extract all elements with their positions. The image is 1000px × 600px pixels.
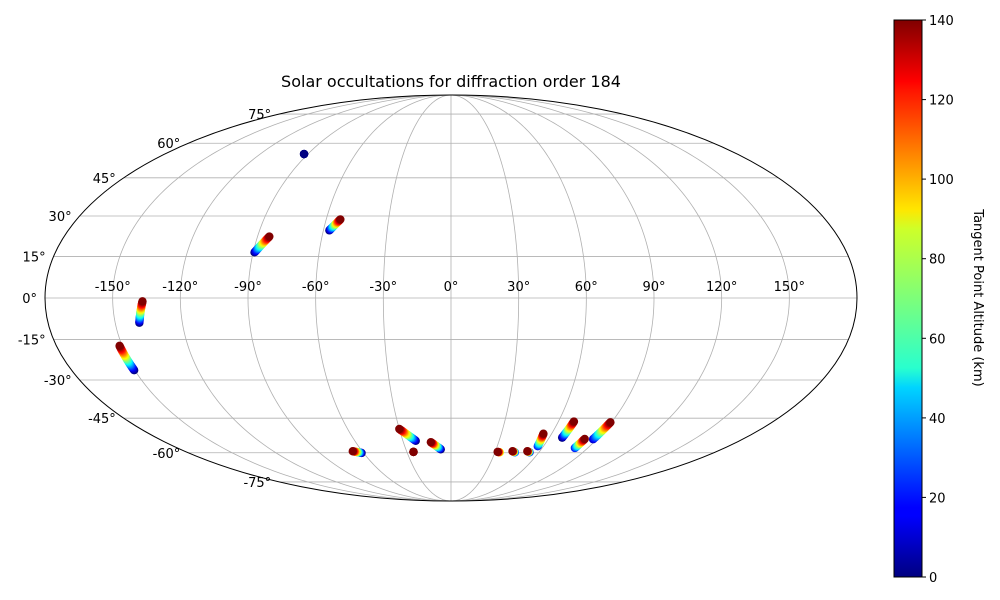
chart-title: Solar occultations for diffraction order…	[281, 72, 621, 91]
occultation-point	[115, 341, 124, 351]
longitude-tick-label: -120°	[162, 280, 198, 295]
colorbar-tick-label: 20	[929, 491, 946, 506]
latitude-tick-label: 75°	[248, 108, 271, 123]
colorbar: 0 20 40 60 80 100 120 140 Tangent Point Altitud…	[893, 14, 985, 586]
longitude-tick-label: 120°	[706, 280, 737, 295]
occultation-point	[336, 215, 345, 224]
occultation-point	[539, 429, 548, 438]
colorbar-tick-label: 140	[929, 14, 954, 29]
occultation-points	[115, 149, 615, 458]
longitude-tick-label: 90°	[642, 280, 665, 295]
colorbar-tick-label: 100	[929, 173, 954, 188]
occultation-point	[348, 447, 357, 456]
colorbar-tick-label: 80	[929, 253, 946, 268]
latitude-tick-label: 30°	[49, 210, 72, 225]
occultation-point	[138, 297, 147, 306]
longitude-tick-label: 60°	[575, 280, 598, 295]
latitude-tick-label: -60°	[153, 447, 181, 462]
occultation-point	[426, 437, 436, 447]
latitude-tick-label: 0°	[22, 292, 37, 307]
latitude-tick-label: 60°	[157, 137, 180, 152]
occultation-point	[409, 447, 418, 457]
colorbar-tick-label: 60	[929, 332, 946, 347]
occultation-point	[606, 418, 615, 427]
occultation-point	[395, 424, 404, 434]
longitude-tick-label: -90°	[234, 280, 262, 295]
occultation-point	[493, 447, 502, 457]
colorbar-tick-label: 40	[929, 412, 946, 427]
occultation-point	[569, 417, 579, 426]
latitude-tick-label: -15°	[18, 334, 46, 349]
latitude-tick-label: 15°	[23, 250, 46, 265]
colorbar-bar	[893, 19, 923, 578]
occultation-point	[523, 447, 532, 456]
longitude-tick-label: -30°	[369, 280, 397, 295]
latitude-tick-label: -45°	[88, 412, 116, 427]
longitude-tick-labels: -150° -120° -90° -60° -30° 0° 30° 60° 90° 120° 150…	[95, 280, 805, 295]
longitude-tick-label: -60°	[302, 280, 330, 295]
longitude-tick-label: -150°	[95, 280, 131, 295]
occultation-point	[580, 434, 589, 444]
longitude-tick-label: 0°	[444, 280, 459, 295]
latitude-tick-label: -30°	[44, 374, 72, 389]
graticule-grid	[45, 95, 857, 501]
longitude-tick-label: 30°	[507, 280, 530, 295]
longitude-tick-label: 150°	[774, 280, 805, 295]
latitude-tick-labels: -75° -60° -45° -30° -15° 0° 15° 30° 45° 60° 75°	[18, 108, 271, 491]
latitude-tick-label: -75°	[243, 476, 271, 491]
latitude-tick-label: 45°	[93, 172, 116, 187]
occultation-point	[299, 149, 309, 159]
colorbar-label: Tangent Point Altitude (km)	[970, 208, 985, 386]
occultation-point	[508, 447, 517, 456]
colorbar-tick-label: 0	[929, 571, 937, 586]
colorbar-ticks: 0 20 40 60 80 100 120 140	[922, 14, 954, 586]
occultation-point	[265, 232, 274, 241]
colorbar-tick-label: 120	[929, 94, 954, 109]
map-boundary	[44, 94, 858, 502]
